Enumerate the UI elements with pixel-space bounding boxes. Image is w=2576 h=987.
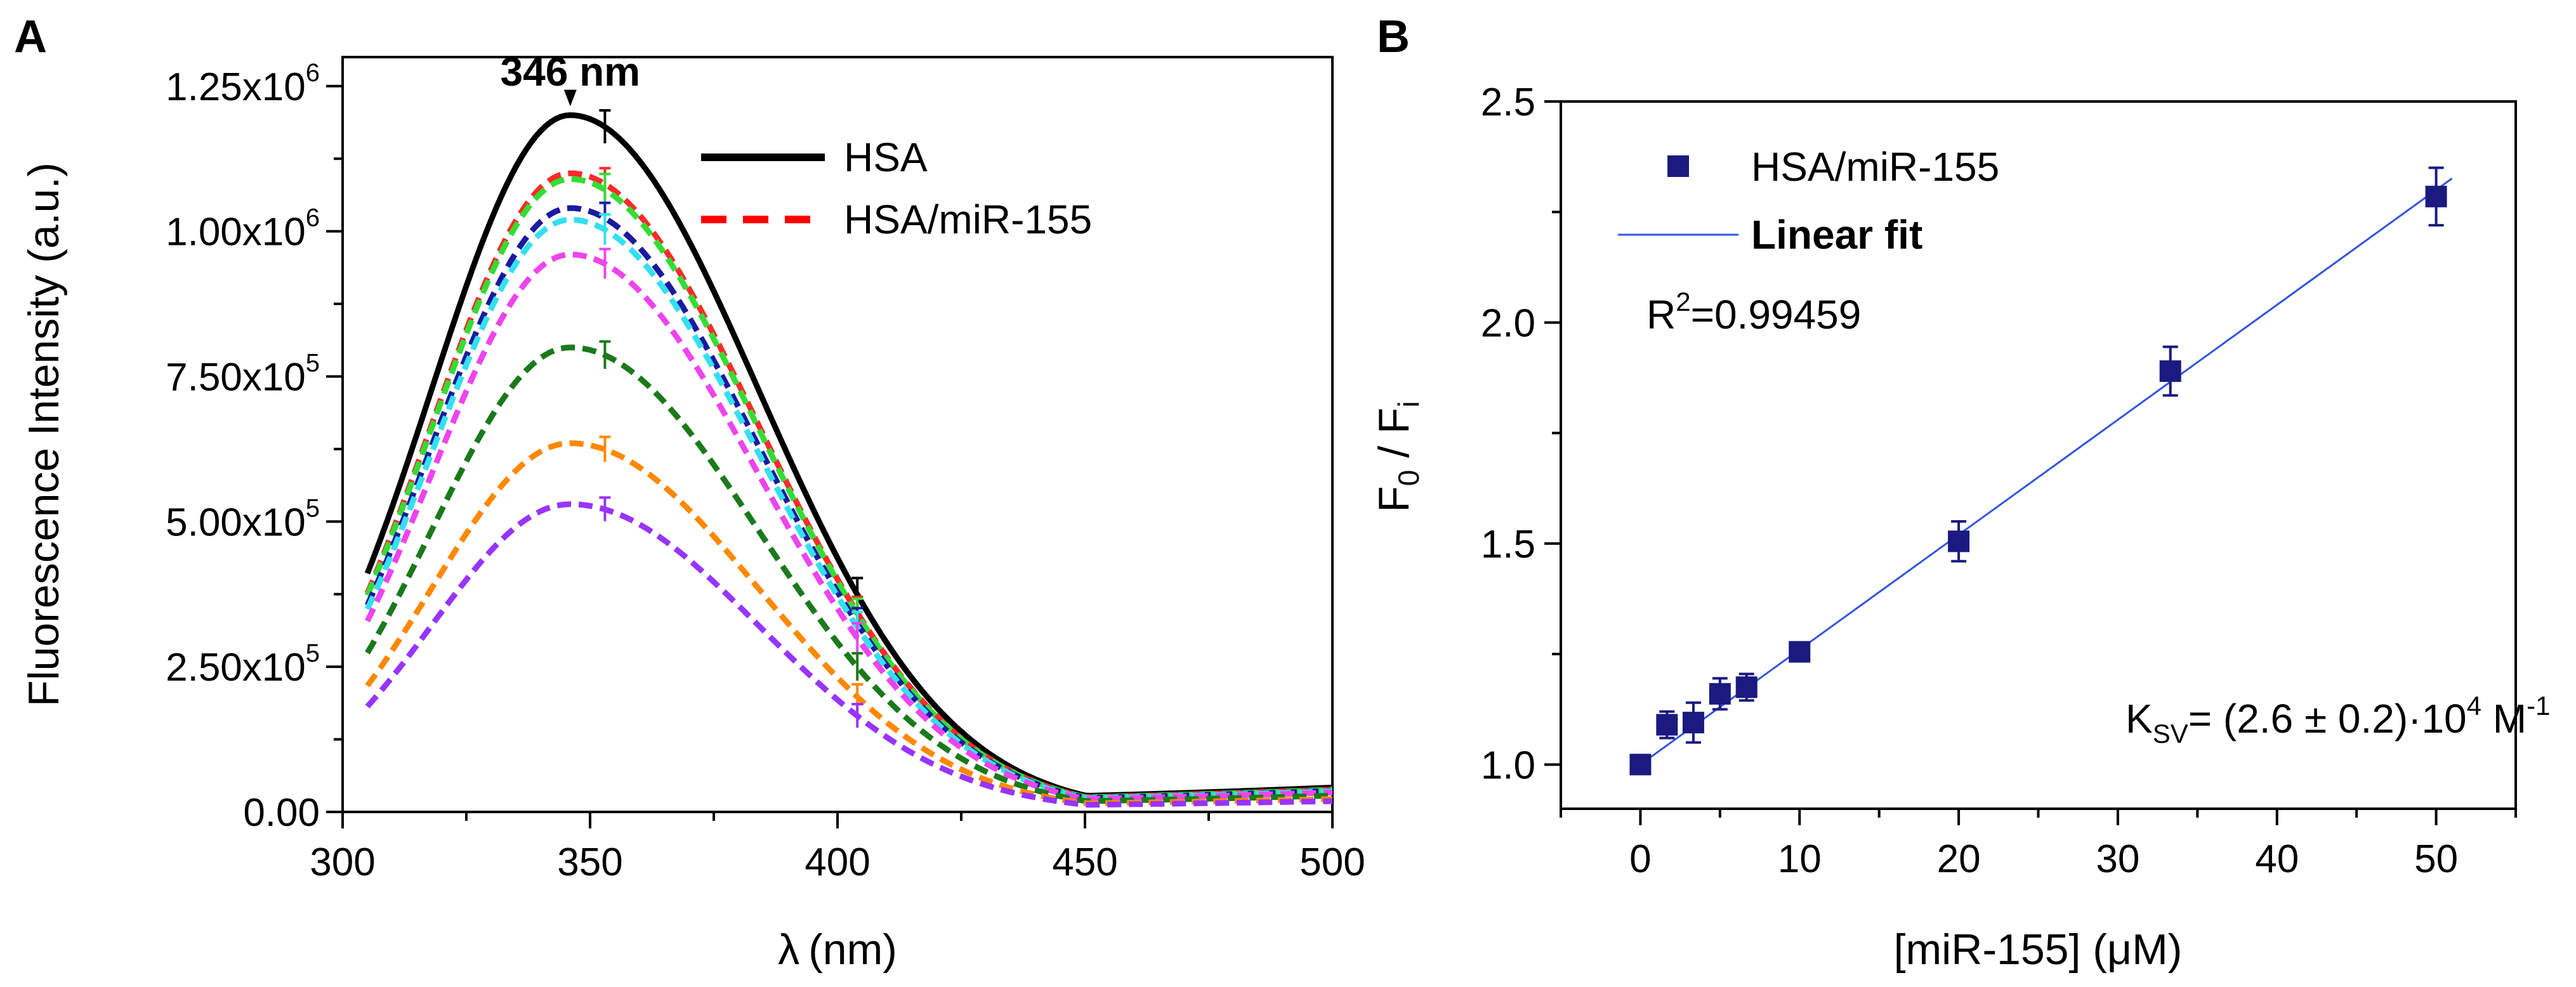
y-tick-label: 7.50x105 <box>166 349 320 399</box>
panel-a-letter: A <box>14 11 47 62</box>
x-tick-label: 40 <box>2255 837 2299 881</box>
spectrum-curve <box>364 176 1333 801</box>
y-tick-label: 2.0 <box>1481 301 1535 345</box>
y-tick-label: 1.00x106 <box>166 204 320 254</box>
peak-annotation-arrow <box>563 89 577 107</box>
r-squared-annotation: R2=0.99459 <box>1646 287 1861 337</box>
x-tick-label: 350 <box>557 840 622 884</box>
x-tick-label: 500 <box>1299 840 1365 884</box>
panel-b-legend: HSA/miR-155 Linear fit <box>1618 144 1999 258</box>
x-tick-label: 0 <box>1629 837 1651 881</box>
y-tick-label: 1.5 <box>1481 523 1535 566</box>
x-tick-label: 300 <box>310 840 375 884</box>
ksv-annotation: KSV= (2.6 ± 0.2)·104 M-1 <box>2126 691 2550 748</box>
data-point <box>1735 676 1758 698</box>
spectrum-curve <box>365 344 1333 804</box>
panel-a-x-ticks: 300 350 400 450 500 <box>310 812 1365 884</box>
spectrum-curve <box>365 440 1333 807</box>
y-tick-label: 1.0 <box>1481 743 1535 787</box>
data-point <box>2159 360 2181 382</box>
spectrum-curve <box>364 205 1333 801</box>
panel-a-legend: HSA HSA/miR-155 <box>701 134 1092 242</box>
y-tick-label: 0.00 <box>243 791 320 835</box>
panel-b-y-ticks: 1.0 1.5 2.0 2.5 <box>1481 81 1561 787</box>
y-tick-label: 5.00x105 <box>166 494 320 544</box>
legend-label-hsa-mir155: HSA/miR-155 <box>844 197 1092 242</box>
spectrum-curve <box>364 216 1333 801</box>
x-tick-label: 20 <box>1937 837 1981 881</box>
panel-a-y-ticks: 0.00 2.50x105 5.00x105 7.50x105 1.00x106 1.25… <box>166 59 343 835</box>
panel-a: A 300 350 400 450 500 0.00 2.50x105 5.00x105 7.… <box>14 11 1365 974</box>
x-tick-label: 400 <box>805 840 870 884</box>
x-tick-label: 10 <box>1778 837 1822 881</box>
data-point <box>1682 712 1704 734</box>
panel-a-x-axis-label: λ (nm) <box>778 925 897 974</box>
panel-b: B 0 10 20 30 40 50 1.0 1.5 2.0 2.5 [miR-155] (μM… <box>1370 11 2550 974</box>
panel-b-points <box>1629 166 2447 776</box>
legend-label-points: HSA/miR-155 <box>1751 144 1999 190</box>
y-tick-label: 2.50x105 <box>166 639 320 690</box>
legend-label-fit: Linear fit <box>1751 212 1922 258</box>
panel-b-x-ticks: 0 10 20 30 40 50 <box>1560 809 2517 881</box>
peak-annotation: 346 nm <box>501 49 641 95</box>
y-tick-label: 2.5 <box>1481 81 1535 124</box>
data-point <box>2425 185 2447 207</box>
panel-b-letter: B <box>1377 11 1410 62</box>
panel-a-x-axis-unit: (nm) <box>808 925 897 974</box>
data-point <box>1629 754 1652 776</box>
x-tick-label: 30 <box>2096 837 2139 881</box>
legend-marker-hsa-mir155 <box>1667 155 1689 177</box>
panel-b-y-axis-label: F0 / Fi <box>1370 401 1425 513</box>
spectrum-curve <box>364 251 1333 802</box>
panel-a-y-axis-label: Fluorescence Intensity (a.u.) <box>20 162 68 707</box>
spectrum-curve <box>365 501 1333 808</box>
arrow-head <box>563 89 577 107</box>
x-tick-label: 50 <box>2414 837 2458 881</box>
data-point <box>1709 683 1731 705</box>
data-point <box>1948 530 1970 552</box>
data-point <box>1656 714 1678 736</box>
panel-a-x-axis-symbol: λ <box>778 925 799 974</box>
x-tick-label: 450 <box>1052 840 1117 884</box>
panel-b-x-axis-label: [miR-155] (μM) <box>1894 925 2183 974</box>
legend-label-hsa: HSA <box>844 134 928 180</box>
panel-a-curves <box>364 109 1333 808</box>
panel-b-fit-line <box>1640 178 2453 766</box>
y-tick-label: 1.25x106 <box>166 59 320 109</box>
fit-line <box>1640 178 2453 766</box>
data-point <box>1789 641 1811 663</box>
